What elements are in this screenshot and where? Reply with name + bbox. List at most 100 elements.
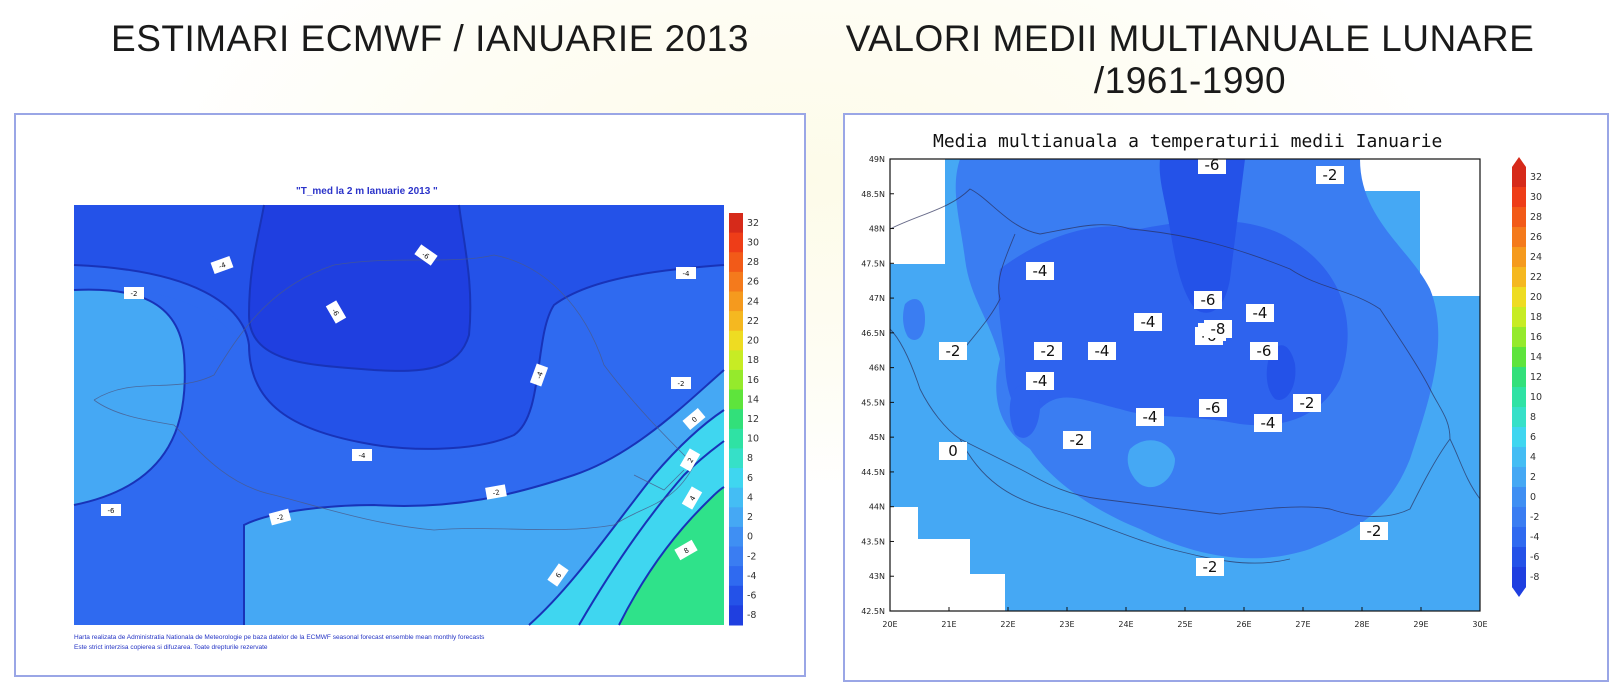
- right-label-box: [1246, 304, 1274, 322]
- lon-tick-label: 30E: [1472, 620, 1487, 629]
- left-colorbar-swatch: [729, 232, 743, 253]
- left-label-12: 2: [686, 457, 695, 465]
- right-colorbar-swatch: [1512, 407, 1526, 428]
- lon-tick-label: 28E: [1354, 620, 1369, 629]
- left-colorbar-swatch: [729, 605, 743, 626]
- lon-tick-label: 21E: [941, 620, 956, 629]
- right-contour-label: -4: [1261, 414, 1276, 432]
- left-coldest-zone: [249, 205, 471, 371]
- left-label-14: 6: [554, 571, 563, 580]
- left-colorbar-tick: 24: [747, 296, 759, 307]
- lon-tick-label: 25E: [1177, 620, 1192, 629]
- right-label-box: [1199, 399, 1227, 417]
- right-heading: VALORI MEDII MULTIANUALE LUNARE /1961-19…: [840, 18, 1540, 102]
- lat-tick-label: 47N: [869, 294, 885, 303]
- right-colorbar-swatch: [1512, 367, 1526, 388]
- right-cold-zone: [998, 220, 1348, 426]
- lat-tick-label: 46N: [869, 364, 885, 373]
- right-mask-ne: [1420, 191, 1480, 296]
- right-label-box: [1360, 522, 1388, 540]
- right-colorbar-tick: 28: [1530, 212, 1542, 223]
- right-contour-label: -4: [1033, 262, 1048, 280]
- right-contour-label: -6: [1205, 156, 1220, 174]
- left-colorbar-swatch: [729, 311, 743, 332]
- left-borders: [93, 254, 695, 531]
- left-colorbar-swatch: [729, 389, 743, 410]
- right-colorbar-tick: 30: [1530, 192, 1542, 203]
- right-label-box: [1136, 408, 1164, 426]
- left-colorbar-swatch: [729, 566, 743, 587]
- right-colorbar-swatch: [1512, 347, 1526, 368]
- right-colorbar-swatch: [1512, 207, 1526, 228]
- left-colorbar-swatch: [729, 448, 743, 469]
- lat-tick-label: 49N: [869, 155, 885, 164]
- right-colorbar-tick: 0: [1530, 492, 1536, 503]
- right-colorbar-tick: -4: [1530, 532, 1539, 543]
- left-colorbar-tick: 22: [747, 316, 759, 327]
- left-colorbar-tick: -8: [747, 610, 756, 621]
- left-colorbar-swatch: [729, 369, 743, 391]
- left-colorbar-tick: 30: [747, 237, 759, 248]
- right-contour-labels: -4-4-4-6-4-2-4-4-6-6-4-6-2-20-2-6-4-2-2-…: [939, 156, 1388, 576]
- lat-tick-label: 43.5N: [861, 537, 885, 546]
- lat-tick-label: 45N: [869, 433, 885, 442]
- left-colorbar-swatch: [729, 428, 743, 449]
- left-colorbar-tick: -6: [747, 591, 756, 602]
- left-label-13: 4: [688, 494, 697, 502]
- right-coldest-zone: [1159, 159, 1245, 313]
- left-colorbar-swatch: [729, 409, 743, 430]
- left-colorbar-tick: 12: [747, 414, 759, 425]
- right-colorbar-swatch: [1512, 507, 1526, 528]
- right-colorbar-tick: 22: [1530, 272, 1542, 283]
- left-colorbar-swatch: [729, 585, 743, 606]
- right-colorbar-tick: 12: [1530, 372, 1542, 383]
- right-contour-label: -6: [1206, 399, 1221, 417]
- right-map-svg: -4 -4 -4 -6 -4 -2 -4 -4 -6 -6 -4 -6 -2 -2 0 -2 -6 -4 -2 -2 -…: [861, 155, 1542, 629]
- right-colorbar-swatch: [1512, 267, 1526, 288]
- right-contour-label: -2: [1041, 342, 1056, 360]
- right-warm-spot: [1127, 440, 1175, 488]
- left-colorbar-tick: 2: [747, 512, 753, 523]
- lat-tick-label: 42.5N: [861, 607, 885, 616]
- lon-tick-label: 23E: [1059, 620, 1074, 629]
- right-label-box: [1293, 394, 1321, 412]
- left-label-6: -4: [535, 370, 545, 380]
- left-heading: ESTIMARI ECMWF / IANUARIE 2013: [111, 18, 749, 59]
- left-colorbar-swatch: [729, 330, 743, 351]
- right-colorbar-swatch: [1512, 287, 1526, 308]
- right-label-box: [1196, 558, 1224, 576]
- right-colorbar-swatch: [1512, 487, 1526, 508]
- left-colorbar-tick: 28: [747, 257, 759, 268]
- right-contour-label: -2: [1070, 431, 1085, 449]
- right-label-box: [1204, 320, 1232, 338]
- left-label-15: 8: [683, 546, 691, 555]
- left-colorbar-tick: 14: [747, 394, 759, 405]
- left-colorbar-swatch: [729, 350, 743, 371]
- right-heading-line1: VALORI MEDII MULTIANUALE LUNARE: [845, 18, 1535, 59]
- lon-tick-label: 27E: [1295, 620, 1310, 629]
- left-label-1: -4: [218, 261, 228, 271]
- right-colorbar-tick: -2: [1530, 512, 1539, 523]
- right-contour-label: -8: [1211, 320, 1226, 338]
- right-colorbar-tick: 6: [1530, 432, 1536, 443]
- lat-tick-label: 48.5N: [861, 190, 885, 199]
- right-colorbar-tick: 26: [1530, 232, 1542, 243]
- lat-tick-label: 44N: [869, 503, 885, 512]
- left-colorbar-swatch: [729, 291, 743, 312]
- right-contour-label: 0: [948, 442, 958, 460]
- left-label-11: 0: [690, 415, 699, 424]
- right-colorbar-tick: 32: [1530, 172, 1542, 183]
- left-label-9: -2: [492, 488, 500, 497]
- left-colorbar-swatch: [729, 213, 743, 234]
- left-colorbar-tick: 18: [747, 355, 759, 366]
- right-colorbar-swatch: [1512, 167, 1526, 188]
- left-label-4: -4: [683, 270, 691, 278]
- left-colorbar-tick: 4: [747, 492, 753, 503]
- right-colorbar-swatch: [1512, 327, 1526, 348]
- lat-tick-label: 47.5N: [861, 259, 885, 268]
- lat-tick-label: 48N: [869, 225, 885, 234]
- right-lon-axis: 20E 21E 22E 23E 24E 25E 26E 27E 28E 29E 30E: [882, 607, 1488, 629]
- right-mask-nw: [890, 159, 945, 264]
- left-map-svg: -4 -6 -6 -4 -2 -4 -4 -2 -2 -2 0 2 4 6 8 …: [73, 204, 759, 626]
